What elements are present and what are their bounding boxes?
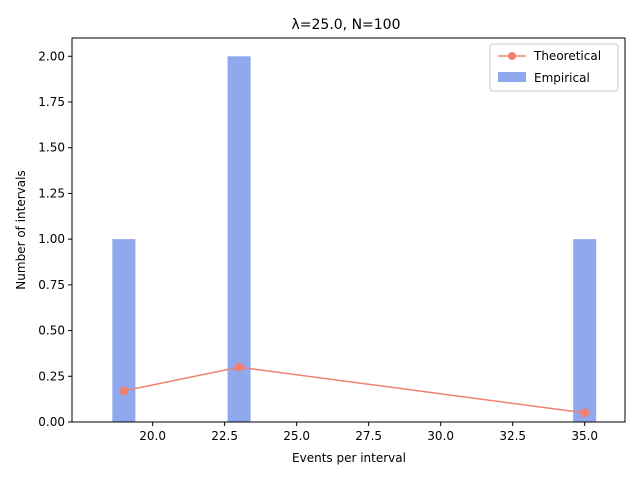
theoretical-point <box>580 408 590 418</box>
chart-title: λ=25.0, N=100 <box>291 17 400 33</box>
theoretical-point <box>234 362 244 372</box>
bars-group <box>112 56 597 423</box>
legend-empirical-swatch <box>498 72 526 82</box>
plot-frame <box>71 37 626 423</box>
x-tick-label: 27.5 <box>355 429 382 443</box>
y-tick-label: 0.25 <box>38 369 65 383</box>
empirical-bar <box>112 239 136 422</box>
x-tick-label: 30.0 <box>427 429 454 443</box>
legend: Theoretical Empirical <box>489 43 619 92</box>
x-ticks: 20.0 22.5 25.0 27.5 30.0 32.5 35.0 <box>139 422 598 443</box>
y-tick-label: 1.50 <box>38 141 65 155</box>
theoretical-line <box>123 366 585 414</box>
x-tick-label: 32.5 <box>499 429 526 443</box>
y-tick-label: 0.00 <box>38 415 65 429</box>
legend-theoretical-marker <box>508 52 516 60</box>
x-tick-label: 35.0 <box>571 429 598 443</box>
y-tick-label: 1.75 <box>38 95 65 109</box>
theoretical-point <box>119 386 129 396</box>
y-axis-label: Number of intervals <box>14 170 28 289</box>
y-tick-label: 0.75 <box>38 278 65 292</box>
legend-theoretical-label: Theoretical <box>533 49 601 63</box>
y-tick-label: 1.25 <box>38 186 65 200</box>
y-ticks: 0.00 0.25 0.50 0.75 1.00 1.25 1.50 1.75 2.00 <box>38 49 72 429</box>
y-tick-label: 1.00 <box>38 232 65 246</box>
x-axis-label: Events per interval <box>292 451 406 465</box>
x-tick-label: 22.5 <box>211 429 238 443</box>
y-tick-label: 2.00 <box>38 49 65 63</box>
x-tick-label: 20.0 <box>139 429 166 443</box>
y-tick-label: 0.50 <box>38 324 65 338</box>
theoretical-line-group <box>119 362 590 418</box>
empirical-bar <box>573 239 597 422</box>
legend-empirical-label: Empirical <box>534 71 590 85</box>
empirical-bar <box>227 56 251 423</box>
axes <box>71 37 626 423</box>
x-tick-label: 25.0 <box>283 429 310 443</box>
